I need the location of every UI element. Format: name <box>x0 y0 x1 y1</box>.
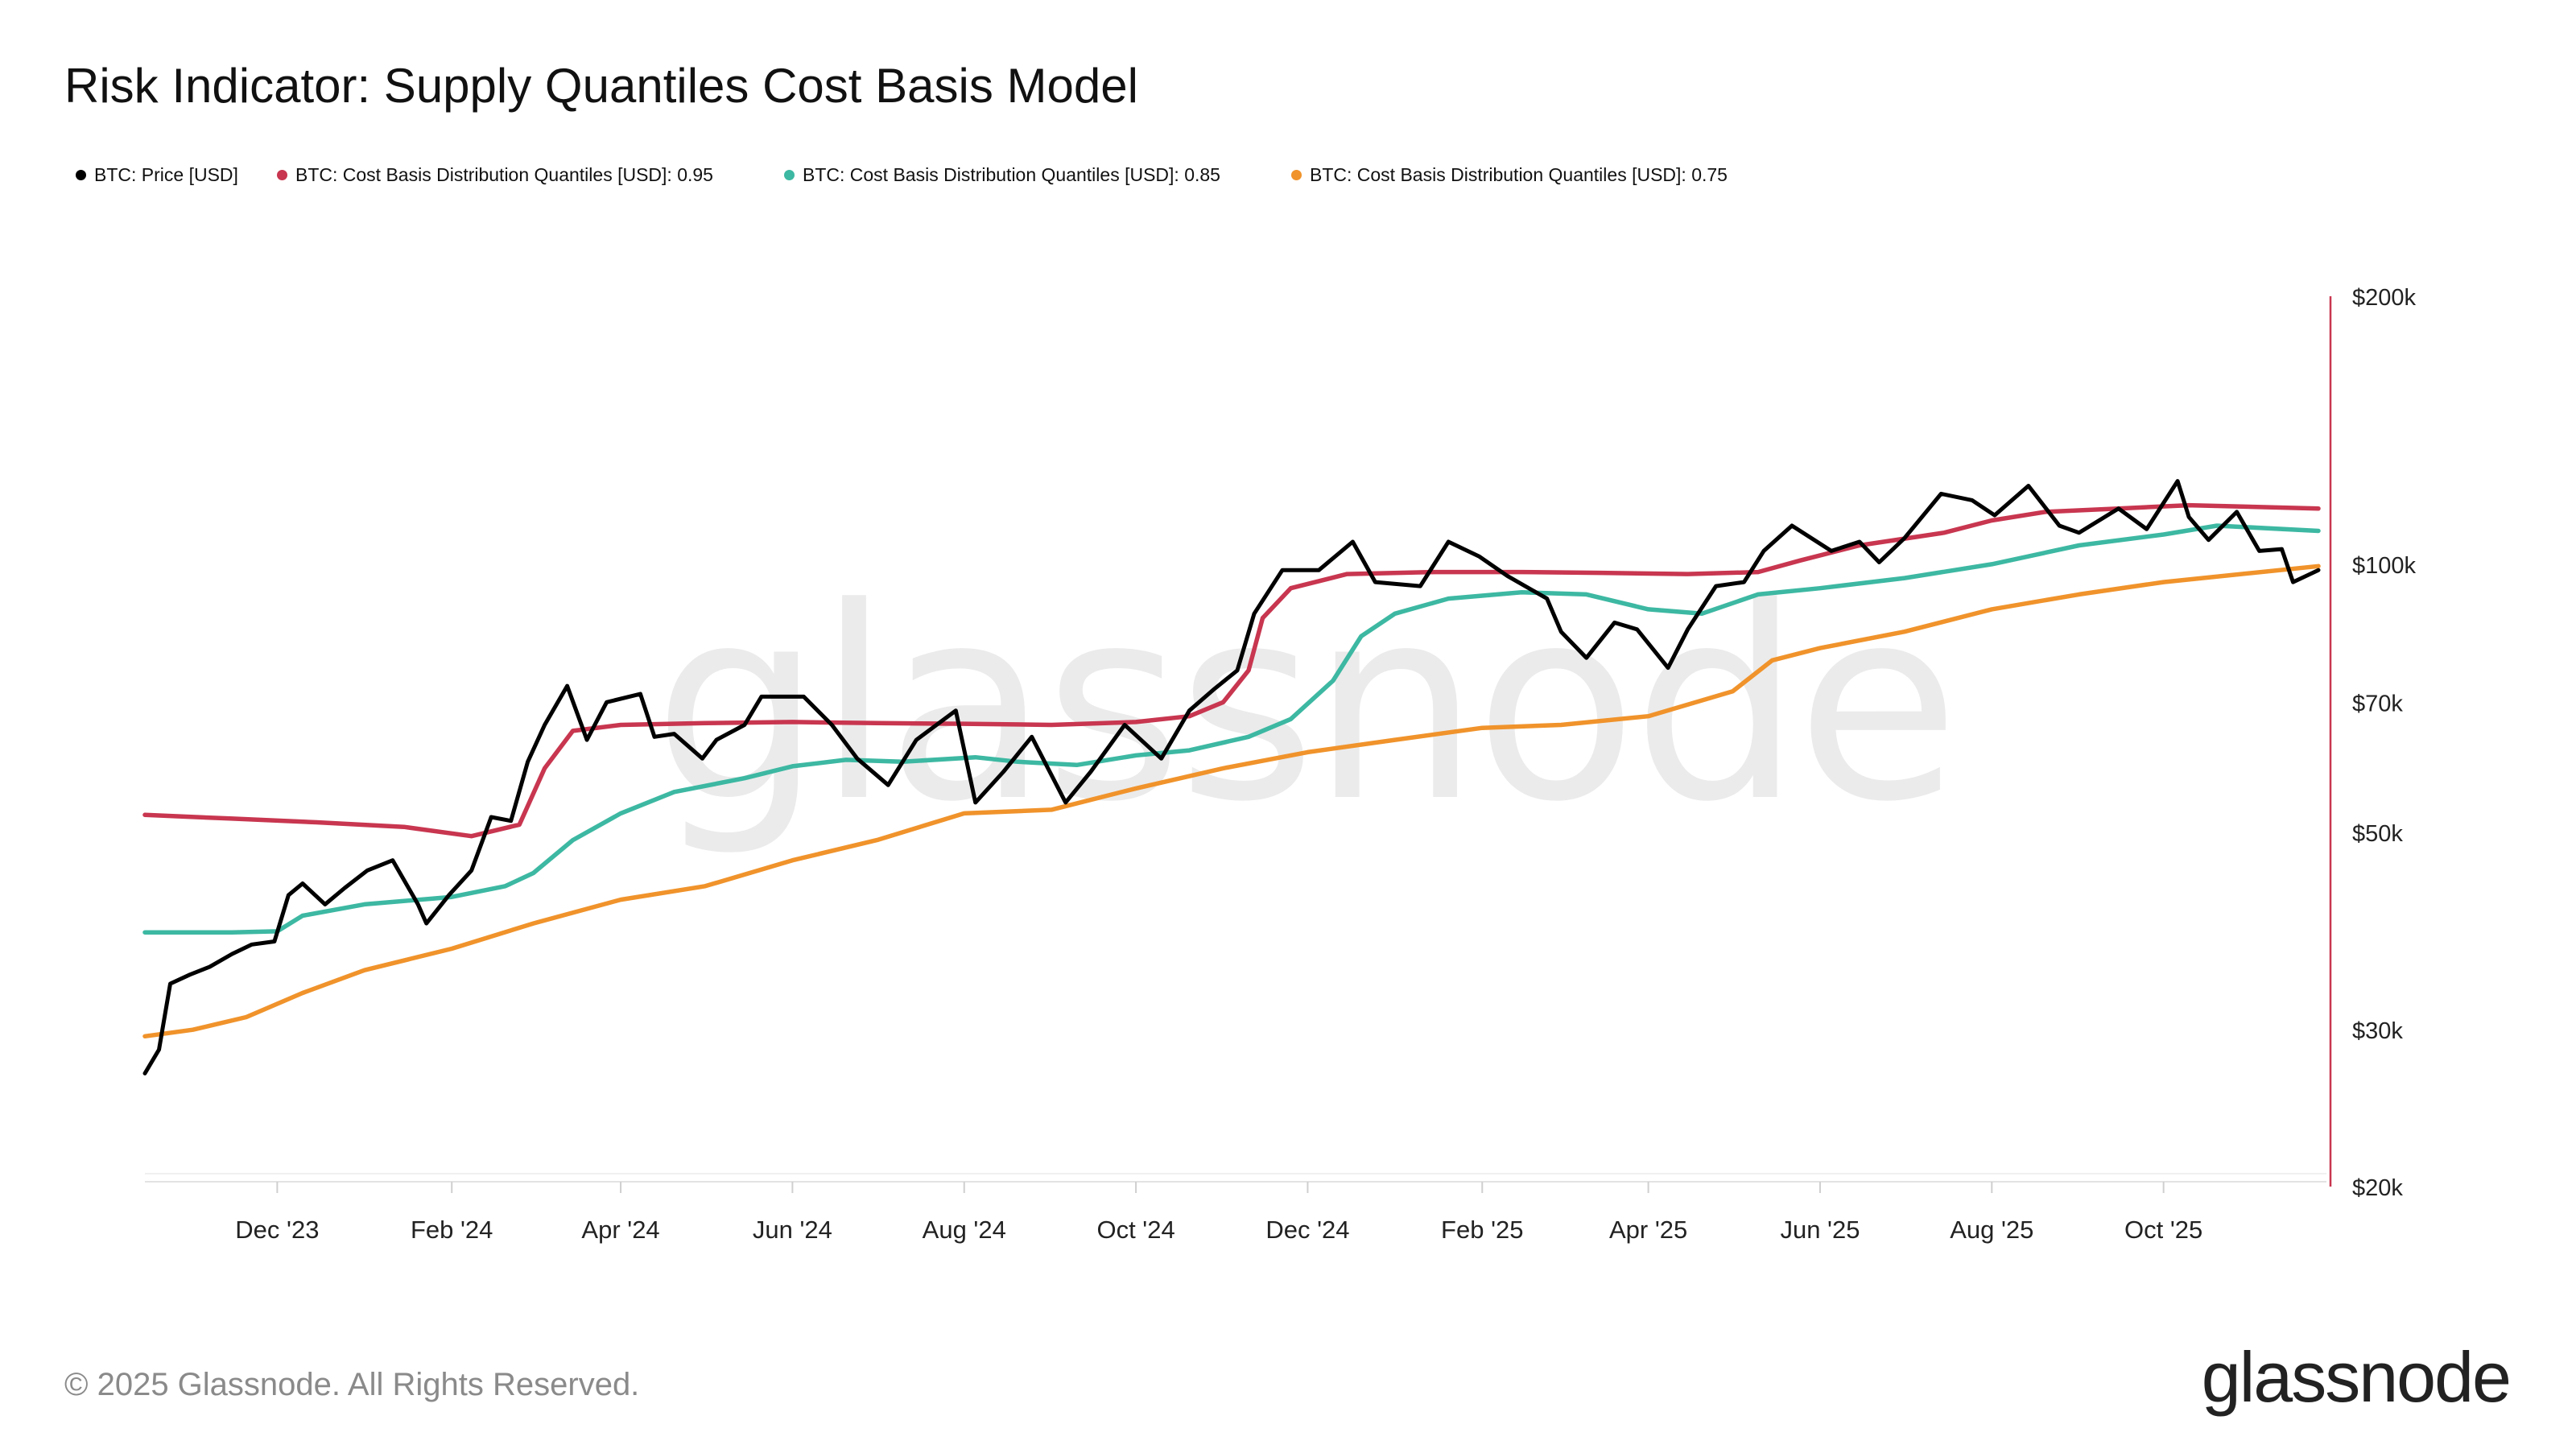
x-tick-label: Dec '23 <box>235 1216 319 1244</box>
chart-title: Risk Indicator: Supply Quantiles Cost Ba… <box>64 59 1138 113</box>
legend-item-q095[interactable]: BTC: Cost Basis Distribution Quantiles [… <box>277 164 713 186</box>
legend-item-price[interactable]: BTC: Price [USD] <box>76 164 238 186</box>
x-axis: Dec '23 Feb '24 Apr '24 Jun '24 Aug '24 Oct '… <box>145 1173 2326 1244</box>
legend-label-price: BTC: Price [USD] <box>94 164 238 185</box>
legend-label-q075: BTC: Cost Basis Distribution Quantiles [… <box>1310 164 1728 185</box>
x-tick-label: Feb '25 <box>1441 1216 1523 1244</box>
x-tick-label: Oct '25 <box>2124 1216 2202 1244</box>
y-tick-label: $70k <box>2352 691 2403 716</box>
x-tick-label: Apr '24 <box>581 1216 659 1244</box>
y-tick-label: $100k <box>2352 553 2417 579</box>
x-tick-label: Aug '24 <box>923 1216 1006 1244</box>
x-tick-label: Feb '24 <box>411 1216 493 1244</box>
legend-label-q095: BTC: Cost Basis Distribution Quantiles [… <box>295 164 713 185</box>
series-line-price[interactable] <box>142 479 2321 1075</box>
x-tick-label: Oct '24 <box>1096 1216 1174 1244</box>
x-tick-label: Apr '25 <box>1609 1216 1687 1244</box>
series-line-q075[interactable] <box>142 564 2321 1039</box>
y-tick-label: $50k <box>2352 821 2403 847</box>
legend-dot-price <box>76 170 86 180</box>
legend-dot-q075 <box>1291 170 1302 180</box>
legend-dot-q095 <box>277 170 287 180</box>
y-tick-label: $20k <box>2352 1175 2403 1201</box>
y-axis: $20k $30k $50k $70k $100k $200k <box>2329 285 2417 1201</box>
legend-item-q075[interactable]: BTC: Cost Basis Distribution Quantiles [… <box>1291 164 1728 186</box>
series-layer <box>142 479 2321 1075</box>
x-tick-label: Dec '24 <box>1265 1216 1349 1244</box>
x-tick-label: Jun '24 <box>753 1216 832 1244</box>
x-tick-label: Jun '25 <box>1780 1216 1860 1244</box>
legend-label-q085: BTC: Cost Basis Distribution Quantiles [… <box>803 164 1220 185</box>
legend-item-q085[interactable]: BTC: Cost Basis Distribution Quantiles [… <box>784 164 1220 186</box>
y-tick-label: $200k <box>2352 285 2417 311</box>
legend-dot-q085 <box>784 170 795 180</box>
glassnode-logo[interactable]: glassnode <box>2201 1337 2512 1417</box>
footer-copyright: © 2025 Glassnode. All Rights Reserved. <box>64 1367 640 1402</box>
y-tick-label: $30k <box>2352 1018 2403 1044</box>
x-tick-label: Aug '25 <box>1950 1216 2033 1244</box>
